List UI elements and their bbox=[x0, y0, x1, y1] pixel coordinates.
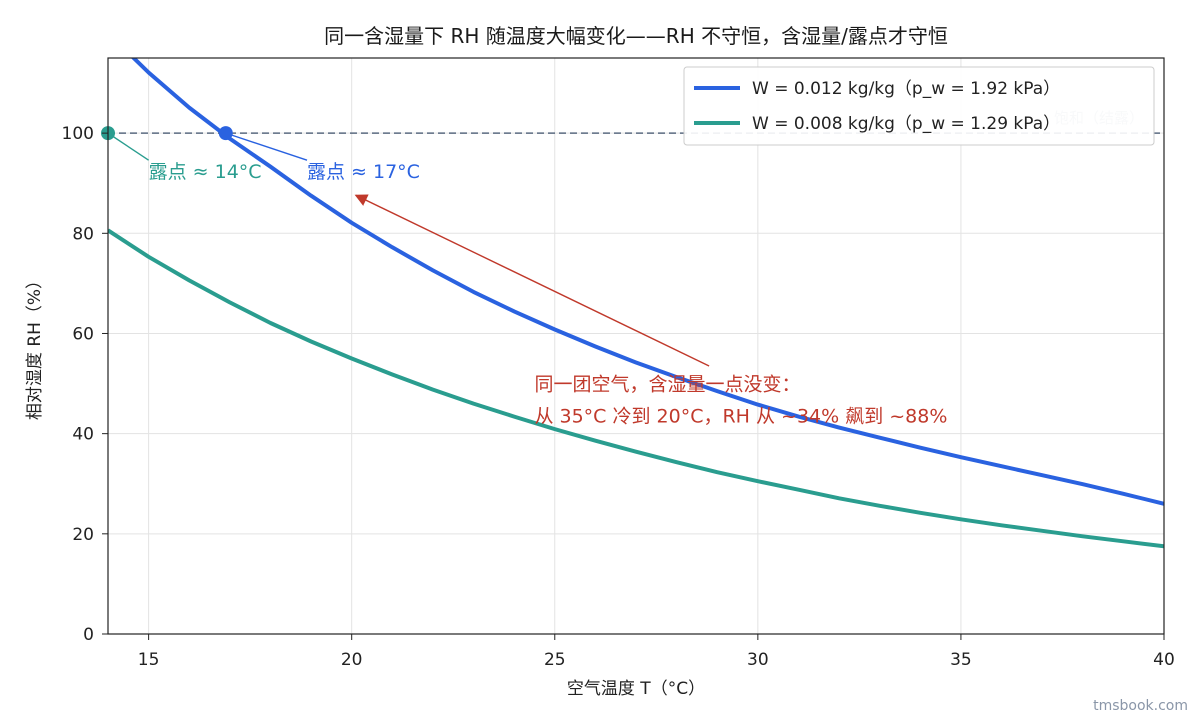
x-tick-label-0: 15 bbox=[138, 650, 160, 670]
y-tick-label-2: 40 bbox=[72, 425, 94, 445]
x-axis-label: 空气温度 T（°C） bbox=[567, 679, 705, 699]
annotations: 同一团空气，含湿量一点没变： 从 35°C 冷到 20°C，RH 从 ~34% 飙… bbox=[354, 194, 947, 428]
annotation-line-1: 同一团空气，含湿量一点没变： bbox=[534, 374, 800, 396]
y-tick-label-3: 60 bbox=[72, 324, 94, 344]
y-tick-label-5: 100 bbox=[62, 124, 94, 144]
legend-label-series-2: W = 0.008 kg/kg（p_w = 1.29 kPa） bbox=[752, 114, 1060, 134]
legend: W = 0.012 kg/kg（p_w = 1.92 kPa） W = 0.00… bbox=[683, 66, 1155, 146]
series-line-2 bbox=[108, 228, 1164, 549]
dew-point-marker-1 bbox=[218, 126, 233, 141]
x-axis-ticks: 15 20 25 30 35 40 bbox=[138, 634, 1175, 670]
dew-point-pointer-2 bbox=[107, 132, 150, 161]
x-tick-label-2: 25 bbox=[544, 650, 566, 670]
x-tick-label-5: 40 bbox=[1153, 650, 1175, 670]
y-axis-label: 相对湿度 RH（%） bbox=[25, 272, 45, 420]
series-line-1 bbox=[130, 58, 1164, 506]
dew-point-pointer-1 bbox=[225, 132, 308, 161]
y-axis-ticks: 0 20 40 60 80 100 bbox=[62, 124, 108, 645]
x-tick-label-3: 30 bbox=[747, 650, 769, 670]
watermark: tmsbook.com bbox=[1093, 698, 1188, 714]
legend-box bbox=[683, 66, 1155, 146]
x-tick-label-4: 35 bbox=[950, 650, 972, 670]
dew-point-label-1: 露点 ≈ 17°C bbox=[307, 161, 420, 183]
y-tick-label-1: 20 bbox=[72, 525, 94, 545]
series-lines bbox=[108, 58, 1164, 549]
dew-point-markers: 露点 ≈ 17°C 露点 ≈ 14°C bbox=[101, 126, 420, 183]
annotation-arrow bbox=[354, 194, 710, 367]
plot-frame bbox=[107, 57, 1165, 635]
y-tick-label-4: 80 bbox=[72, 224, 94, 244]
annotation-line-2: 从 35°C 冷到 20°C，RH 从 ~34% 飙到 ~88% bbox=[534, 406, 947, 428]
x-tick-label-1: 20 bbox=[341, 650, 363, 670]
legend-label-series-1: W = 0.012 kg/kg（p_w = 1.92 kPa） bbox=[752, 79, 1060, 99]
y-tick-label-0: 0 bbox=[83, 625, 94, 645]
chart-title: 同一含湿量下 RH 随温度大幅变化——RH 不守恒，含湿量/露点才守恒 bbox=[324, 24, 948, 48]
dew-point-label-2: 露点 ≈ 14°C bbox=[149, 161, 262, 183]
